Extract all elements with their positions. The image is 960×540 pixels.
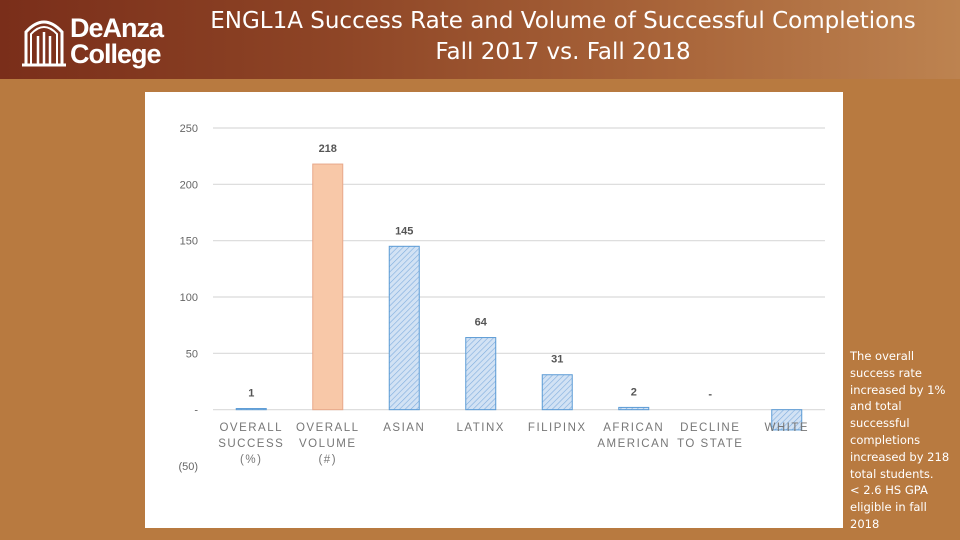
category-label: AMERICAN <box>597 438 670 450</box>
y-tick-label: 50 <box>186 348 198 360</box>
slide-title: ENGL1A Success Rate and Volume of Succes… <box>200 6 926 68</box>
category-label: AFRICAN <box>603 422 664 434</box>
title-line1: ENGL1A Success Rate and Volume of Succes… <box>210 8 916 34</box>
y-tick-label: 200 <box>180 179 198 191</box>
category-label: OVERALL <box>219 422 283 434</box>
note-line-1: The overall success rate increased by 1% <box>850 349 946 397</box>
bar <box>312 163 344 411</box>
bar <box>235 408 267 411</box>
logo-text-line1: DeAnza <box>70 13 164 43</box>
data-label: 31 <box>551 354 563 366</box>
bar <box>541 374 573 411</box>
note-line-3: < 2.6 HS GPA eligible in fall 2018 <box>850 483 928 531</box>
category-label: OVERALL <box>296 422 360 434</box>
data-label: 64 <box>475 317 488 329</box>
y-tick-label: - <box>194 405 198 417</box>
category-label: (#) <box>318 454 337 466</box>
logo-text-line2: College <box>70 39 162 69</box>
category-label: FILIPINX <box>528 422 587 434</box>
data-label: - <box>708 389 712 401</box>
bar <box>388 245 420 411</box>
chart-panel: 250 200 150 100 50 - (50) 1 OVERALL SUCCESS (%) 218… <box>145 92 843 528</box>
y-tick-label: 250 <box>180 123 198 135</box>
y-tick-label: 100 <box>180 292 198 304</box>
bar <box>465 337 497 411</box>
data-label: 145 <box>395 225 413 237</box>
data-label: 2 <box>631 386 637 398</box>
bar-chart: 250 200 150 100 50 - (50) 1 OVERALL SUCCESS (%) 218… <box>178 123 825 473</box>
category-label: VOLUME <box>299 438 357 450</box>
category-label: DECLINE <box>680 422 740 434</box>
y-tick-label: (50) <box>178 461 198 473</box>
category-label: WHITE <box>764 422 809 434</box>
college-building-icon <box>22 20 66 67</box>
annotation-note: The overall success rate increased by 1%… <box>850 348 954 533</box>
data-label: 218 <box>319 143 337 155</box>
title-line2: Fall 2017 vs. Fall 2018 <box>435 39 691 65</box>
category-label: ASIAN <box>383 422 425 434</box>
y-tick-label: 150 <box>180 236 198 248</box>
header-bar: DeAnza College ENGL1A Success Rate and V… <box>0 0 960 79</box>
college-logo: DeAnza College <box>22 10 182 72</box>
note-line-2: and total successful completions increas… <box>850 399 950 481</box>
bar <box>618 406 650 411</box>
category-label: SUCCESS <box>218 438 284 450</box>
category-label: TO STATE <box>677 438 743 450</box>
bar <box>771 409 803 431</box>
category-label: LATINX <box>457 422 505 434</box>
data-label: 1 <box>248 388 254 400</box>
category-label: (%) <box>240 454 262 466</box>
